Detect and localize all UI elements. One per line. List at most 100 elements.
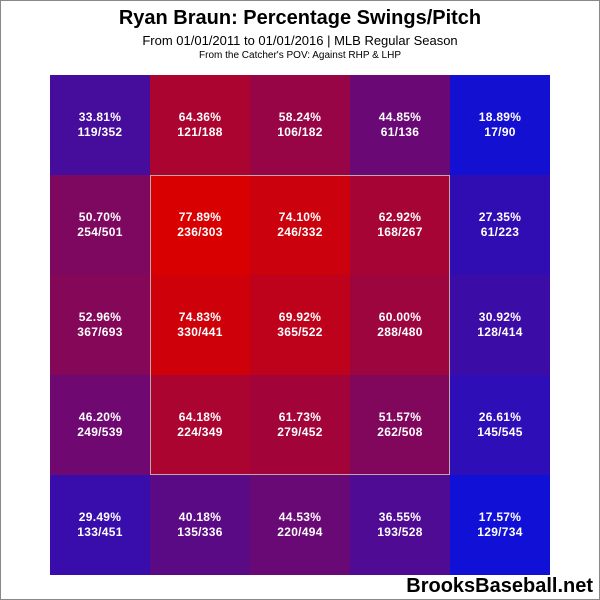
cell-label: 30.92% 128/414 — [450, 310, 550, 340]
heatmap-cell-r1-c1: 77.89% 236/303 — [150, 175, 250, 275]
cell-percentage: 77.89% — [178, 210, 222, 224]
cell-percentage: 62.92% — [378, 210, 422, 224]
cell-percentage: 50.70% — [78, 210, 122, 224]
heatmap-cell-r3-c4: 26.61% 145/545 — [450, 375, 550, 475]
cell-percentage: 60.00% — [378, 310, 422, 324]
cell-percentage: 26.61% — [478, 410, 522, 424]
cell-fraction: 61/136 — [380, 125, 420, 139]
cell-fraction: 119/352 — [77, 125, 123, 139]
cell-label: 51.57% 262/508 — [350, 410, 450, 440]
cell-label: 46.20% 249/539 — [50, 410, 150, 440]
cell-percentage: 30.92% — [478, 310, 522, 324]
cell-fraction: 249/539 — [77, 425, 123, 439]
heatmap-cell-r3-c1: 64.18% 224/349 — [150, 375, 250, 475]
heatmap-cell-r4-c0: 29.49% 133/451 — [50, 475, 150, 575]
cell-fraction: 254/501 — [77, 225, 123, 239]
cell-label: 64.18% 224/349 — [150, 410, 250, 440]
cell-percentage: 27.35% — [478, 210, 522, 224]
heatmap-cell-r1-c3: 62.92% 168/267 — [350, 175, 450, 275]
cell-percentage: 61.73% — [278, 410, 322, 424]
heatmap-cell-r4-c4: 17.57% 129/734 — [450, 475, 550, 575]
cell-percentage: 29.49% — [78, 510, 122, 524]
cell-percentage: 51.57% — [378, 410, 422, 424]
cell-label: 29.49% 133/451 — [50, 510, 150, 540]
heatmap-cell-r3-c2: 61.73% 279/452 — [250, 375, 350, 475]
heatmap-cell-r1-c4: 27.35% 61/223 — [450, 175, 550, 275]
cell-percentage: 58.24% — [278, 110, 322, 124]
cell-label: 44.85% 61/136 — [350, 110, 450, 140]
heatmap-cell-r4-c2: 44.53% 220/494 — [250, 475, 350, 575]
cell-fraction: 330/441 — [177, 325, 223, 339]
cell-percentage: 52.96% — [78, 310, 122, 324]
cell-label: 27.35% 61/223 — [450, 210, 550, 240]
heatmap-cell-r0-c1: 64.36% 121/188 — [150, 75, 250, 175]
cell-label: 52.96% 367/693 — [50, 310, 150, 340]
cell-percentage: 69.92% — [278, 310, 322, 324]
cell-fraction: 220/494 — [277, 525, 323, 539]
cell-percentage: 74.83% — [178, 310, 222, 324]
cell-label: 50.70% 254/501 — [50, 210, 150, 240]
heatmap-cell-r2-c3: 60.00% 288/480 — [350, 275, 450, 375]
cell-label: 44.53% 220/494 — [250, 510, 350, 540]
cell-label: 18.89% 17/90 — [450, 110, 550, 140]
cell-percentage: 44.85% — [378, 110, 422, 124]
cell-label: 33.81% 119/352 — [50, 110, 150, 140]
heatmap-cell-r1-c2: 74.10% 246/332 — [250, 175, 350, 275]
cell-fraction: 129/734 — [477, 525, 523, 539]
cell-label: 69.92% 365/522 — [250, 310, 350, 340]
heatmap-cell-r0-c3: 44.85% 61/136 — [350, 75, 450, 175]
cell-label: 74.10% 246/332 — [250, 210, 350, 240]
heatmap-cell-r0-c4: 18.89% 17/90 — [450, 75, 550, 175]
cell-percentage: 36.55% — [378, 510, 422, 524]
cell-fraction: 135/336 — [177, 525, 223, 539]
cell-percentage: 64.36% — [178, 110, 222, 124]
cell-fraction: 224/349 — [177, 425, 223, 439]
heatmap-grid: 33.81% 119/352 64.36% 121/188 58.24% 106/182 4… — [50, 75, 550, 575]
cell-fraction: 262/508 — [377, 425, 423, 439]
heatmap-cell-r0-c0: 33.81% 119/352 — [50, 75, 150, 175]
cell-fraction: 17/90 — [484, 125, 516, 139]
cell-percentage: 40.18% — [178, 510, 222, 524]
cell-fraction: 193/528 — [377, 525, 423, 539]
heatmap-cell-r2-c1: 74.83% 330/441 — [150, 275, 250, 375]
cell-percentage: 74.10% — [278, 210, 322, 224]
heatmap-cell-r2-c2: 69.92% 365/522 — [250, 275, 350, 375]
cell-label: 17.57% 129/734 — [450, 510, 550, 540]
cell-label: 36.55% 193/528 — [350, 510, 450, 540]
cell-percentage: 44.53% — [278, 510, 322, 524]
cell-fraction: 367/693 — [77, 325, 123, 339]
cell-percentage: 17.57% — [478, 510, 522, 524]
heatmap-cell-r1-c0: 50.70% 254/501 — [50, 175, 150, 275]
cell-label: 77.89% 236/303 — [150, 210, 250, 240]
cell-label: 26.61% 145/545 — [450, 410, 550, 440]
chart-title: Ryan Braun: Percentage Swings/Pitch — [118, 7, 482, 29]
cell-label: 62.92% 168/267 — [350, 210, 450, 240]
chart-pov-note: From the Catcher's POV: Against RHP & LH… — [199, 50, 401, 61]
heatmap-cell-r4-c3: 36.55% 193/528 — [350, 475, 450, 575]
cell-fraction: 133/451 — [77, 525, 123, 539]
cell-fraction: 145/545 — [477, 425, 523, 439]
heatmap-cell-r0-c2: 58.24% 106/182 — [250, 75, 350, 175]
cell-fraction: 168/267 — [377, 225, 423, 239]
cell-label: 61.73% 279/452 — [250, 410, 350, 440]
heatmap-cell-r3-c3: 51.57% 262/508 — [350, 375, 450, 475]
cell-fraction: 121/188 — [177, 125, 223, 139]
heatmap-cell-r3-c0: 46.20% 249/539 — [50, 375, 150, 475]
heatmap-cell-r2-c0: 52.96% 367/693 — [50, 275, 150, 375]
brand-watermark: BrooksBaseball.net — [406, 575, 593, 597]
cell-fraction: 246/332 — [277, 225, 323, 239]
cell-fraction: 128/414 — [477, 325, 523, 339]
cell-percentage: 46.20% — [78, 410, 122, 424]
cell-percentage: 64.18% — [178, 410, 222, 424]
cell-percentage: 18.89% — [478, 110, 522, 124]
cell-label: 60.00% 288/480 — [350, 310, 450, 340]
cell-fraction: 106/182 — [277, 125, 323, 139]
heatmap-cell-r2-c4: 30.92% 128/414 — [450, 275, 550, 375]
cell-label: 58.24% 106/182 — [250, 110, 350, 140]
cell-fraction: 236/303 — [177, 225, 223, 239]
cell-label: 64.36% 121/188 — [150, 110, 250, 140]
cell-label: 40.18% 135/336 — [150, 510, 250, 540]
cell-fraction: 288/480 — [377, 325, 423, 339]
cell-fraction: 365/522 — [277, 325, 323, 339]
cell-fraction: 279/452 — [277, 425, 323, 439]
